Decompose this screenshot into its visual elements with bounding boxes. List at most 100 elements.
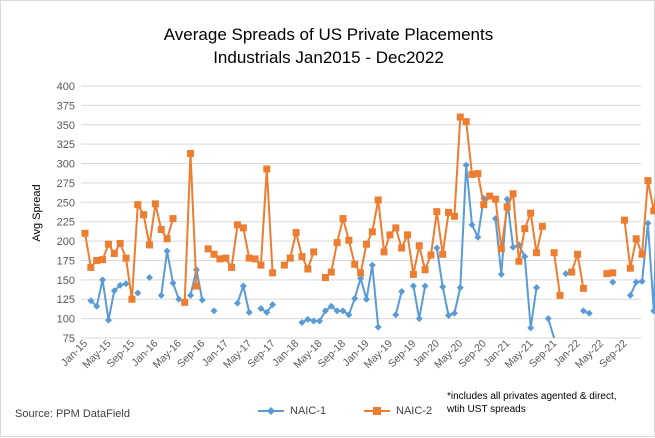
- data-point: [644, 177, 651, 184]
- legend-label-naic-1: NAIC-1: [290, 405, 326, 417]
- y-tick-label: 200: [57, 236, 75, 248]
- data-point: [551, 249, 558, 256]
- legend-item-naic-1: NAIC-1: [258, 405, 326, 417]
- data-point: [650, 207, 655, 214]
- data-point: [222, 255, 229, 262]
- y-tick-label: 325: [57, 139, 75, 151]
- data-point: [128, 296, 135, 303]
- data-point: [169, 279, 176, 286]
- data-point: [533, 284, 540, 291]
- data-point: [627, 292, 634, 299]
- data-point: [392, 224, 399, 231]
- gridlines: [81, 86, 641, 338]
- data-point: [340, 215, 347, 222]
- data-point: [298, 319, 305, 326]
- data-point: [263, 165, 270, 172]
- data-point: [586, 310, 593, 317]
- data-point: [433, 208, 440, 215]
- data-point: [621, 217, 628, 224]
- data-point: [363, 241, 370, 248]
- data-point: [310, 248, 317, 255]
- y-tick-label: 275: [57, 178, 75, 190]
- legend-label-naic-2: NAIC-2: [396, 405, 432, 417]
- data-point: [498, 271, 505, 278]
- data-point: [158, 292, 165, 299]
- data-point: [510, 244, 517, 251]
- legend-swatch-naic-2: [364, 406, 390, 416]
- data-point: [492, 196, 499, 203]
- data-point: [580, 285, 587, 292]
- data-point: [169, 215, 176, 222]
- data-point: [416, 315, 423, 322]
- data-point: [246, 309, 253, 316]
- data-point: [527, 324, 534, 331]
- footnote-line-2: wtih UST spreads: [447, 403, 617, 416]
- y-tick-label: 250: [57, 197, 75, 209]
- y-tick-label: 225: [57, 217, 75, 229]
- data-point: [164, 248, 171, 255]
- data-point: [422, 266, 429, 273]
- data-point: [228, 264, 235, 271]
- data-point: [105, 317, 112, 324]
- data-point: [381, 248, 388, 255]
- y-tick-label: 125: [57, 294, 75, 306]
- data-point: [457, 284, 464, 291]
- data-point: [193, 283, 200, 290]
- data-point: [580, 307, 587, 314]
- data-point: [527, 210, 534, 217]
- data-point: [439, 283, 446, 290]
- data-point: [123, 255, 130, 262]
- data-point: [363, 296, 370, 303]
- data-point: [427, 252, 434, 259]
- data-point: [187, 292, 194, 299]
- data-point: [357, 269, 364, 276]
- footnote-line-1: *includes all privates agented & direct,: [447, 390, 617, 403]
- data-point: [568, 269, 575, 276]
- footnote: *includes all privates agented & direct,…: [447, 390, 617, 416]
- data-point: [451, 213, 458, 220]
- data-point: [211, 307, 218, 314]
- data-point: [451, 310, 458, 317]
- data-point: [474, 234, 481, 241]
- data-point: [240, 283, 247, 290]
- data-point: [269, 269, 276, 276]
- data-point: [539, 223, 546, 230]
- legend-swatch-naic-1: [258, 406, 284, 416]
- data-point: [463, 162, 470, 169]
- data-point: [304, 265, 311, 272]
- data-point: [252, 255, 259, 262]
- data-point: [293, 229, 300, 236]
- data-point: [574, 251, 581, 258]
- data-point: [146, 241, 153, 248]
- y-tick-label: 350: [57, 120, 75, 132]
- data-point: [515, 258, 522, 265]
- data-point: [87, 264, 94, 271]
- y-tick-label: 150: [57, 275, 75, 287]
- source-text: Source: PPM DataField: [15, 408, 130, 420]
- data-point: [369, 262, 376, 269]
- data-point: [304, 316, 311, 323]
- data-point: [164, 235, 171, 242]
- data-point: [609, 269, 616, 276]
- y-tick-label: 375: [57, 100, 75, 112]
- data-point: [474, 170, 481, 177]
- data-point: [510, 190, 517, 197]
- data-point: [627, 265, 634, 272]
- y-tick-labels: 7510012515017520022525027530032535037540…: [57, 81, 75, 345]
- data-point: [351, 261, 358, 268]
- y-tick-label: 400: [57, 81, 75, 93]
- data-point: [82, 230, 89, 237]
- data-point: [504, 203, 511, 210]
- data-point: [422, 283, 429, 290]
- data-point: [375, 324, 382, 331]
- y-tick-label: 175: [57, 255, 75, 267]
- data-point: [398, 245, 405, 252]
- data-point: [469, 221, 476, 228]
- data-point: [392, 311, 399, 318]
- x-tick-labels: Jan-15May-15Sep-15Jan-16May-16Sep-16Jan-…: [59, 338, 630, 371]
- y-tick-label: 75: [63, 333, 75, 345]
- data-point: [369, 228, 376, 235]
- data-point: [240, 224, 247, 231]
